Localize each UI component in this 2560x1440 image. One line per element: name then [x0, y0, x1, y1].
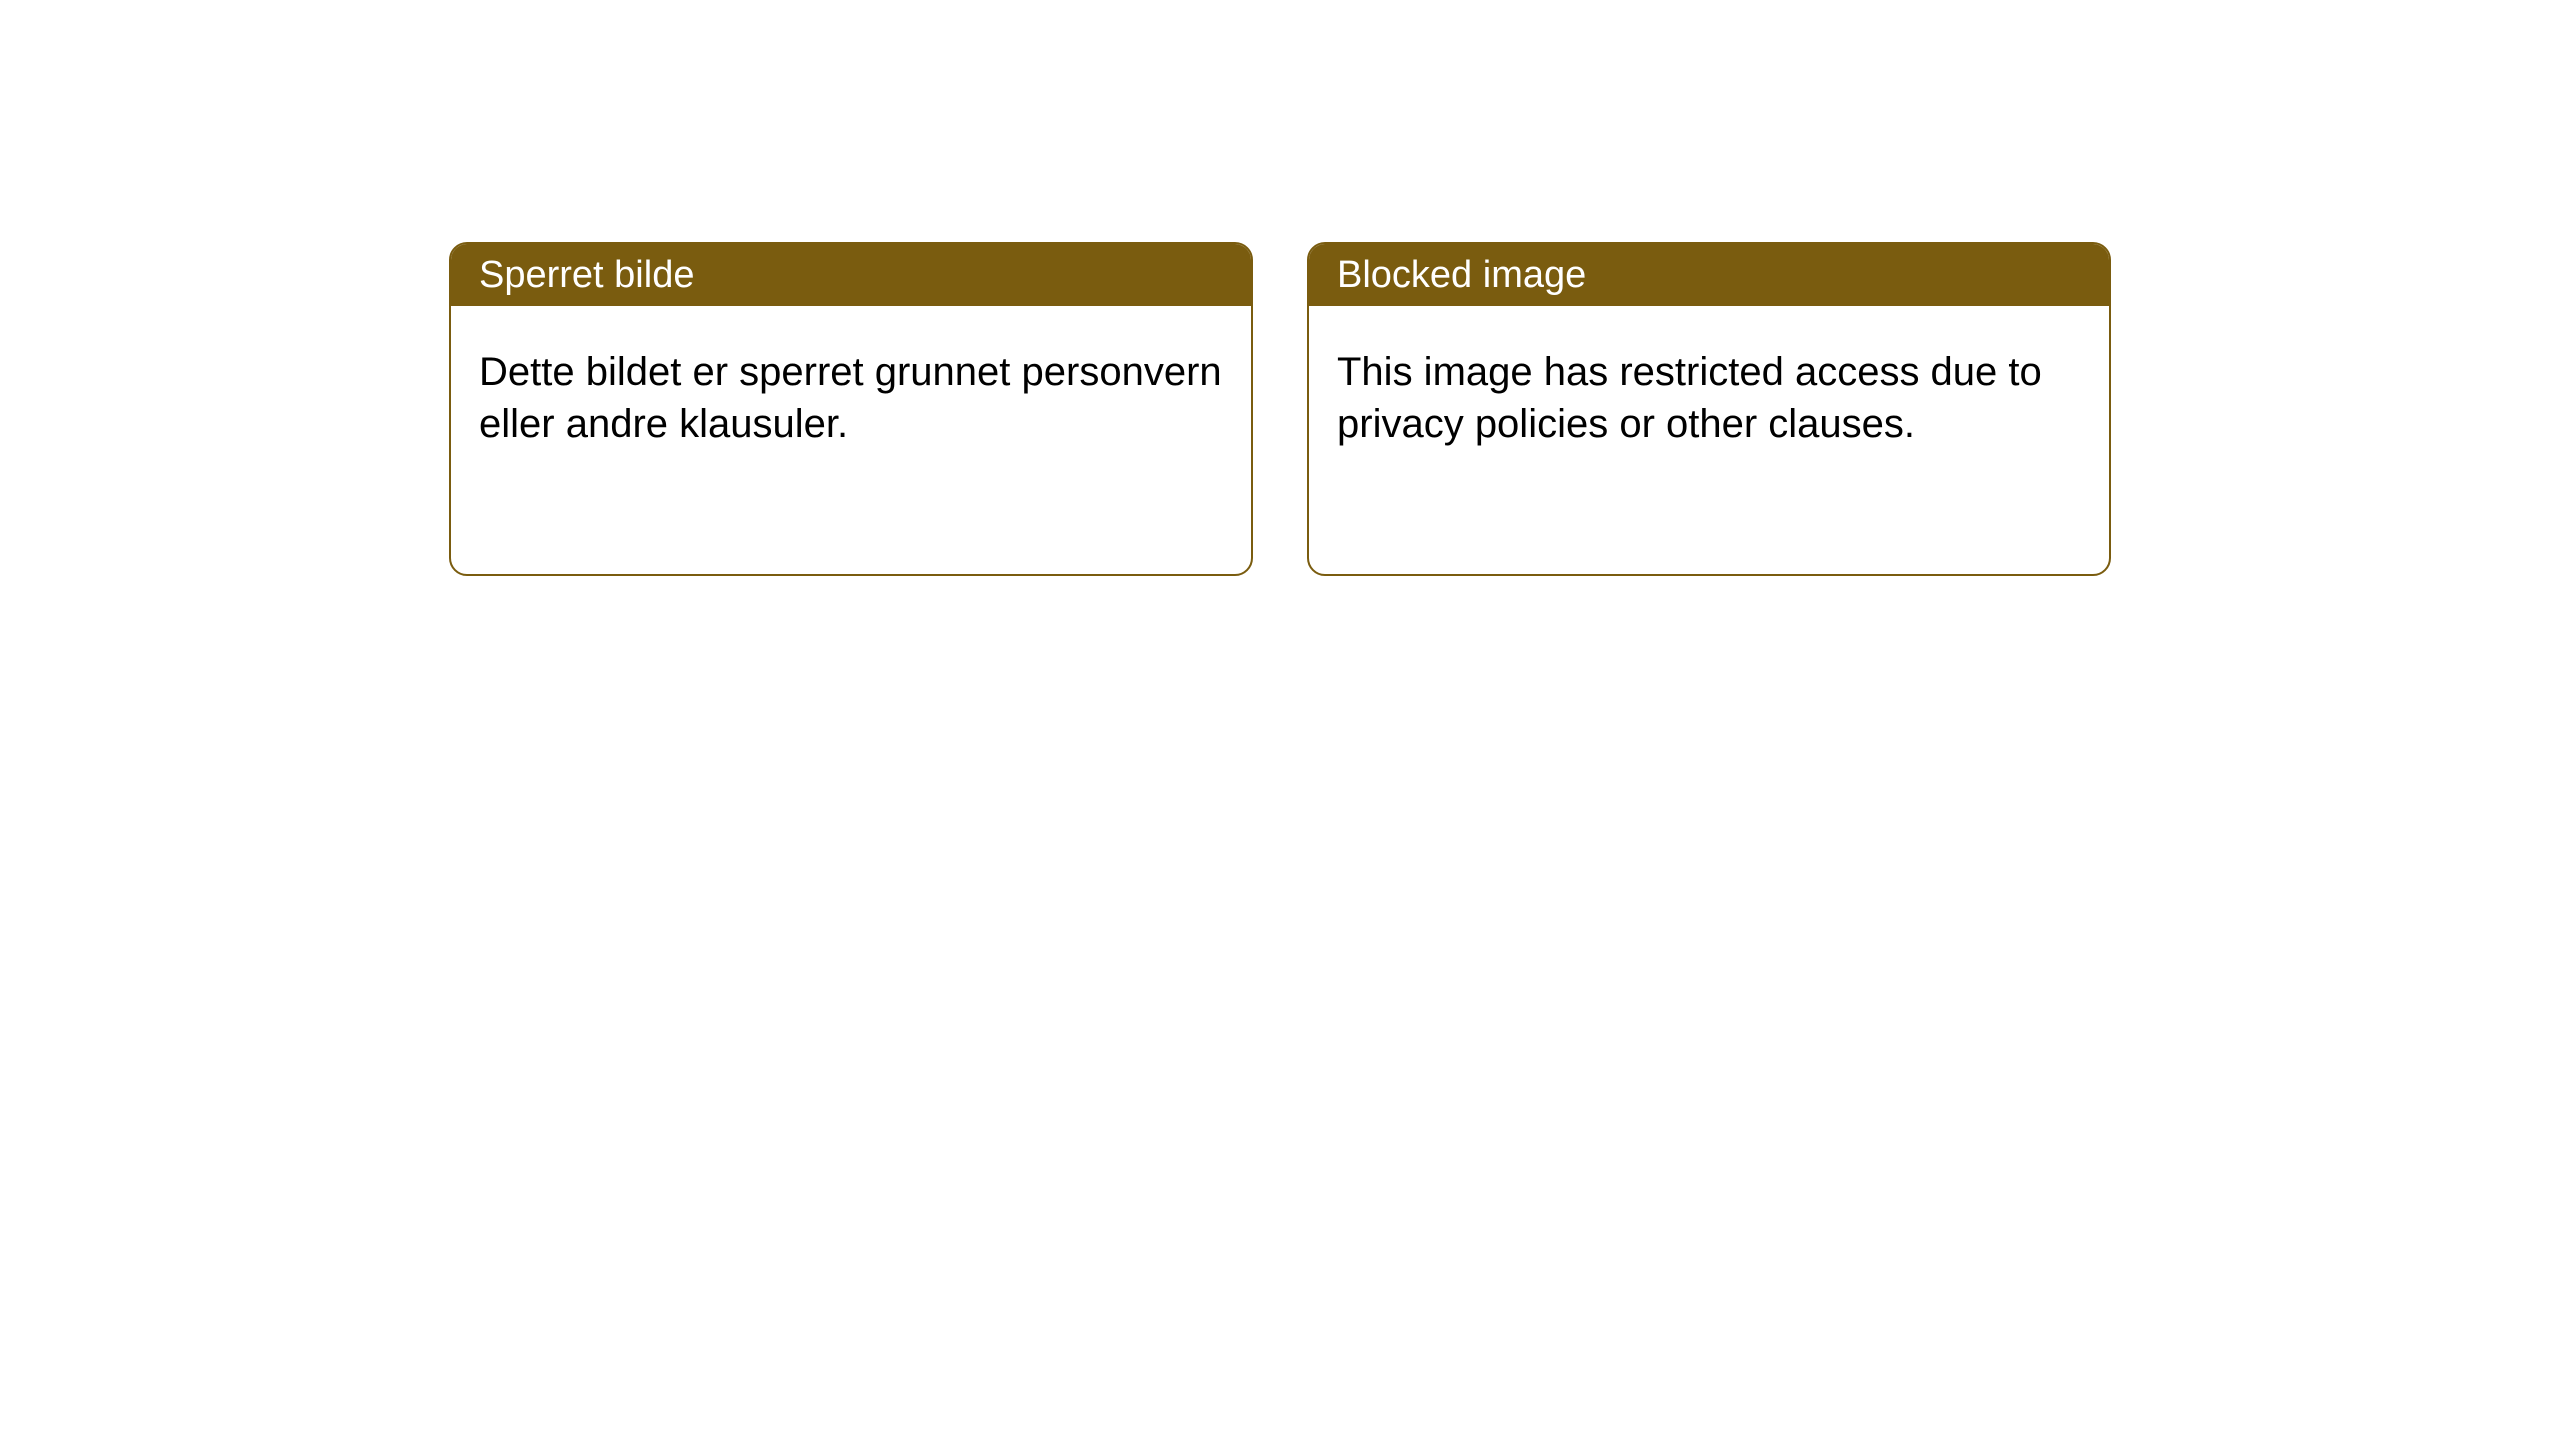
blocked-image-card-no: Sperret bilde Dette bildet er sperret gr…	[449, 242, 1253, 576]
cards-container: Sperret bilde Dette bildet er sperret gr…	[0, 0, 2560, 576]
card-body-en: This image has restricted access due to …	[1309, 306, 2109, 490]
card-title-en: Blocked image	[1337, 254, 1586, 297]
card-text-no: Dette bildet er sperret grunnet personve…	[479, 350, 1222, 446]
card-body-no: Dette bildet er sperret grunnet personve…	[451, 306, 1251, 490]
card-title-no: Sperret bilde	[479, 254, 694, 297]
card-header-no: Sperret bilde	[451, 244, 1251, 306]
card-header-en: Blocked image	[1309, 244, 2109, 306]
blocked-image-card-en: Blocked image This image has restricted …	[1307, 242, 2111, 576]
card-text-en: This image has restricted access due to …	[1337, 350, 2042, 446]
